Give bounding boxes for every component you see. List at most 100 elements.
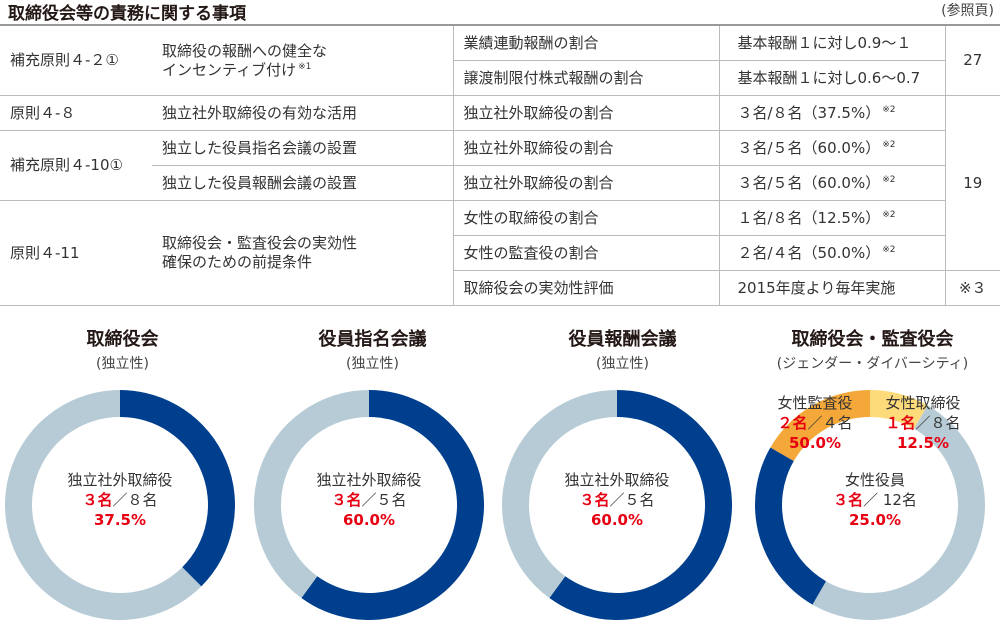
item-cell: 独立社外取締役の有効な活用 — [152, 95, 453, 131]
gender-segment-3 — [770, 390, 870, 461]
value-text: ２名/４名（50.0%） — [737, 243, 881, 262]
metric-cell: 譲渡制限付株式報酬の割合 — [452, 60, 719, 96]
principle-cell: 補充原則４-２① — [0, 24, 152, 96]
center-total: ／ 12名 — [863, 491, 917, 509]
chart-subtitle: (独立性) — [596, 356, 649, 372]
reference-page-label: (参照頁) — [941, 3, 994, 19]
center-count: ３名 — [833, 491, 864, 509]
nomination-segment-1 — [254, 390, 369, 599]
value-cell: ２名/４名（50.0%） ※2 — [718, 235, 945, 271]
item-cell: 取締役の報酬への健全な インセンティブ付け ※1 — [152, 24, 453, 96]
table-row: 女性の監査役の割合 ２名/４名（50.0%） ※2 — [0, 235, 1000, 271]
donut-heading: 取締役会 (独立性) — [0, 325, 245, 373]
chart-title: 役員報酬会議 — [568, 329, 677, 350]
table-row: 譲渡制限付株式報酬の割合 基本報酬１に対し0.6〜0.7 — [0, 60, 1000, 96]
page-cell — [944, 200, 1000, 236]
center-count: ３名 — [331, 491, 362, 509]
center-percent: 25.0% — [848, 511, 902, 529]
chart-title: 取締役会 — [86, 329, 159, 350]
center-label: 独立社外取締役 — [67, 471, 173, 489]
item-line: 取締役の報酬への健全な — [162, 41, 328, 60]
table-row: 原則４-11 取締役会・監査役会の実効性 確保のための前提条件 女性の取締役の割… — [0, 200, 1000, 306]
chart-subtitle: (独立性) — [96, 356, 149, 372]
donut-chart-gender — [755, 390, 985, 620]
metric-cell: 独立社外取締役の割合 — [452, 95, 719, 131]
value-cell: ３名/５名（60.0%） ※2 — [718, 165, 945, 201]
donut-center-label: 独立社外取締役 ３名／５名 60.0% — [517, 470, 717, 530]
footnote-mark: ※2 — [882, 104, 896, 115]
metric-cell: 独立社外取締役の割合 — [452, 130, 719, 166]
center-count: ３名 — [82, 491, 113, 509]
metric-cell: 独立社外取締役の割合 — [452, 165, 719, 201]
center-percent: 60.0% — [590, 511, 644, 529]
table-row: 補充原則４-10① 独立した役員指名会議の設置 独立社外取締役の割合 ３名/５名… — [0, 130, 1000, 201]
value-cell: １名/８名（12.5%） ※2 — [718, 200, 945, 236]
principle-cell: 原則４-11 — [0, 200, 152, 306]
nomination-segment-0 — [301, 390, 484, 620]
board-segment-1 — [5, 390, 202, 620]
item-line: インセンティブ付け — [162, 60, 297, 79]
donut-chart-board — [5, 390, 235, 620]
item-cell: 独立した役員指名会議の設置 — [152, 130, 453, 166]
value-cell: ３名/５名（60.0%） ※2 — [718, 130, 945, 166]
center-total: ／５名 — [609, 491, 655, 509]
center-percent: 50.0% — [788, 434, 842, 452]
auditor-label: 女性監査役 ２名／４名 50.0% — [760, 393, 870, 453]
remuneration-segment-1 — [502, 390, 617, 599]
center-percent: 12.5% — [896, 434, 950, 452]
donut-center-label: 独立社外取締役 ３名／５名 60.0% — [269, 470, 469, 530]
page-cell: ※３ — [944, 270, 1000, 306]
page-title: 取締役会等の責務に関する事項 — [8, 4, 246, 24]
center-total: ／８名 — [112, 491, 158, 509]
gender-segment-2 — [755, 447, 826, 605]
footnote-mark: ※2 — [882, 174, 896, 185]
chart-subtitle: (独立性) — [346, 356, 399, 372]
donut-chart-nomination — [254, 390, 484, 620]
footnote-mark: ※2 — [882, 244, 896, 255]
page-cell — [944, 130, 1000, 166]
table-row: 補充原則４-２① 取締役の報酬への健全な インセンティブ付け ※1 業績連動報酬の… — [0, 24, 1000, 96]
chart-subtitle: (ジェンダー・ダイバーシティ) — [776, 356, 969, 372]
footnote-mark: ※1 — [298, 61, 312, 72]
chart-title: 取締役会・監査役会 — [791, 329, 954, 350]
item-cell: 独立した役員報酬会議の設置 — [152, 165, 453, 201]
page-cell — [944, 95, 1000, 131]
center-label: 独立社外取締役 — [316, 471, 422, 489]
center-percent: 60.0% — [342, 511, 396, 529]
item-cell: 取締役会・監査役会の実効性 確保のための前提条件 — [152, 200, 453, 306]
metric-cell: 取締役会の実効性評価 — [452, 270, 719, 306]
gender-segment-1 — [812, 405, 985, 620]
donut-chart-remuneration — [502, 390, 732, 620]
value-cell: ３名/８名（37.5%） ※2 — [718, 95, 945, 131]
center-total: ／８名 — [915, 414, 961, 432]
center-label: 女性取締役 — [885, 394, 961, 412]
center-count: １名 — [885, 414, 916, 432]
center-count: ３名 — [579, 491, 610, 509]
footnote-mark: ※2 — [882, 139, 896, 150]
donut-center-label: 女性役員 ３名／ 12名 25.0% — [820, 470, 930, 530]
center-percent: 37.5% — [93, 511, 147, 529]
donut-heading: 役員報酬会議 (独立性) — [500, 325, 745, 373]
center-total: ／５名 — [361, 491, 407, 509]
metric-cell: 女性の監査役の割合 — [452, 235, 719, 271]
table-row: 取締役会の実効性評価 2015年度より毎年実施 ※３ — [0, 270, 1000, 306]
value-cell: 基本報酬１に対し0.6〜0.7 — [718, 60, 945, 96]
center-total: ／４名 — [807, 414, 853, 432]
item-line: 取締役会・監査役会の実効性 — [162, 234, 358, 253]
chart-title: 役員指名会議 — [318, 329, 427, 350]
remuneration-segment-0 — [549, 390, 732, 620]
value-text: １名/８名（12.5%） — [737, 208, 881, 227]
center-count: ２名 — [777, 414, 808, 432]
value-cell: 基本報酬１に対し0.9〜１ — [718, 24, 945, 61]
center-label: 女性役員 — [844, 471, 905, 489]
donut-heading: 取締役会・監査役会 (ジェンダー・ダイバーシティ) — [750, 325, 995, 373]
value-text: ３名/５名（60.0%） — [737, 138, 881, 157]
page-cell — [944, 235, 1000, 271]
page-cell: 27 — [944, 24, 1000, 96]
principle-cell: 原則４-８ — [0, 95, 152, 131]
footnote-mark: ※2 — [882, 209, 896, 220]
board-segment-0 — [120, 390, 235, 587]
table-row: 独立した役員報酬会議の設置 独立社外取締役の割合 ３名/５名（60.0%） ※2 … — [0, 165, 1000, 201]
donut-center-label: 独立社外取締役 ３名／８名 37.5% — [20, 470, 220, 530]
center-label: 女性監査役 — [777, 394, 853, 412]
